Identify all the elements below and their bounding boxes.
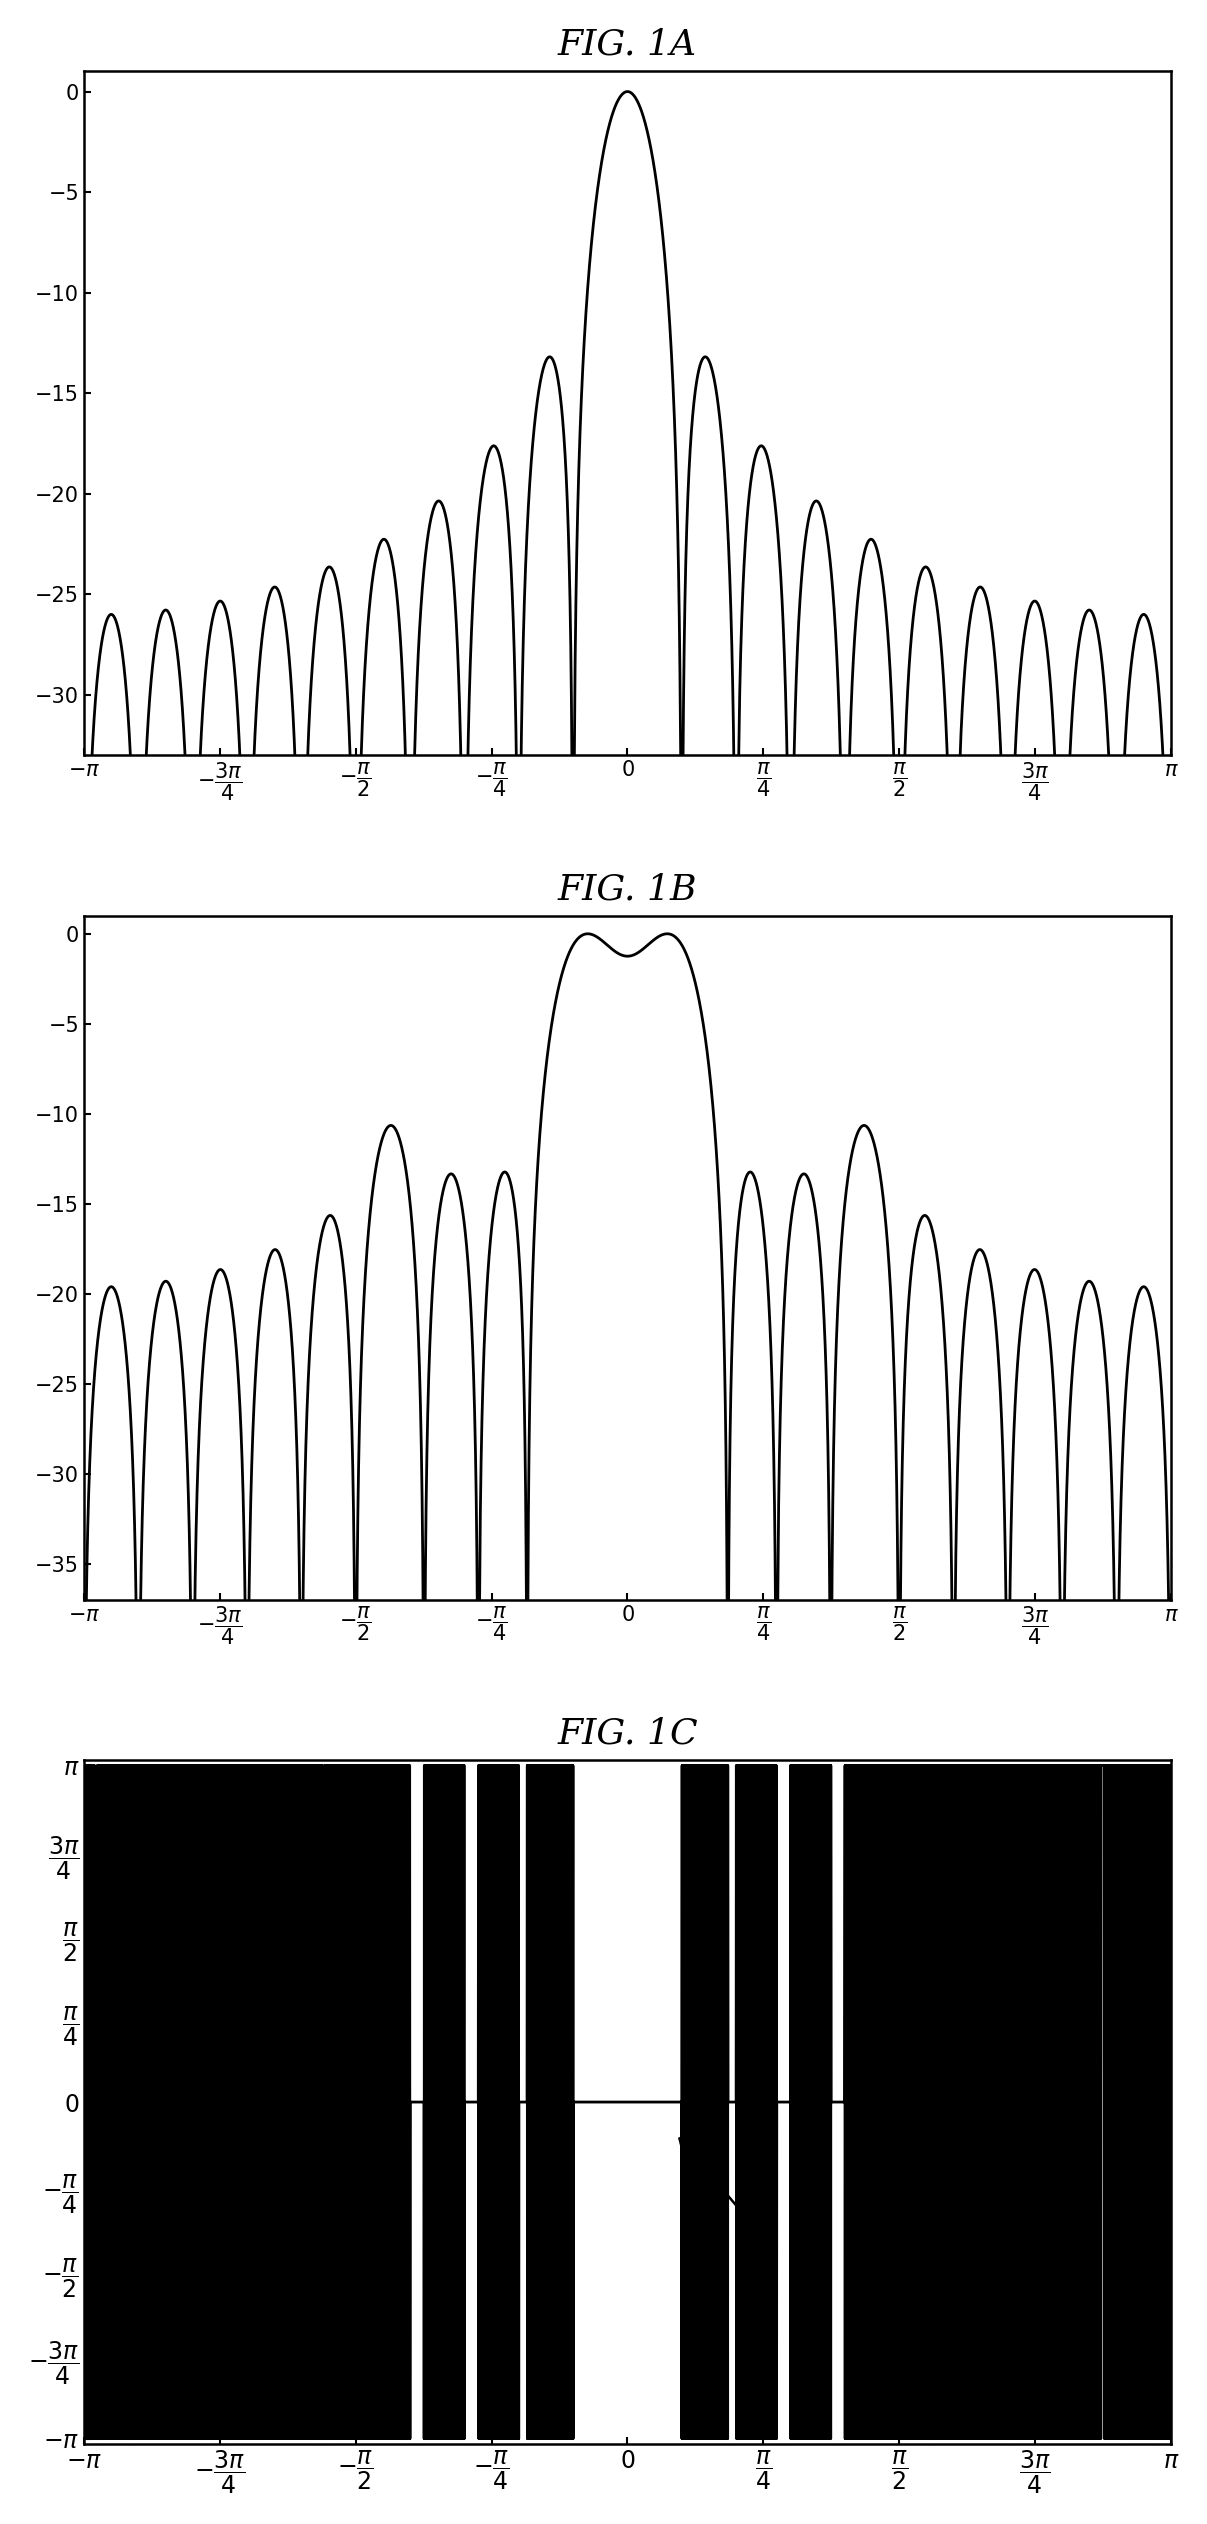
Title: FIG. 1B: FIG. 1B: [558, 873, 698, 906]
Title: FIG. 1C: FIG. 1C: [558, 1716, 698, 1752]
Text: 10: 10: [680, 2138, 779, 2249]
Title: FIG. 1A: FIG. 1A: [558, 28, 696, 61]
